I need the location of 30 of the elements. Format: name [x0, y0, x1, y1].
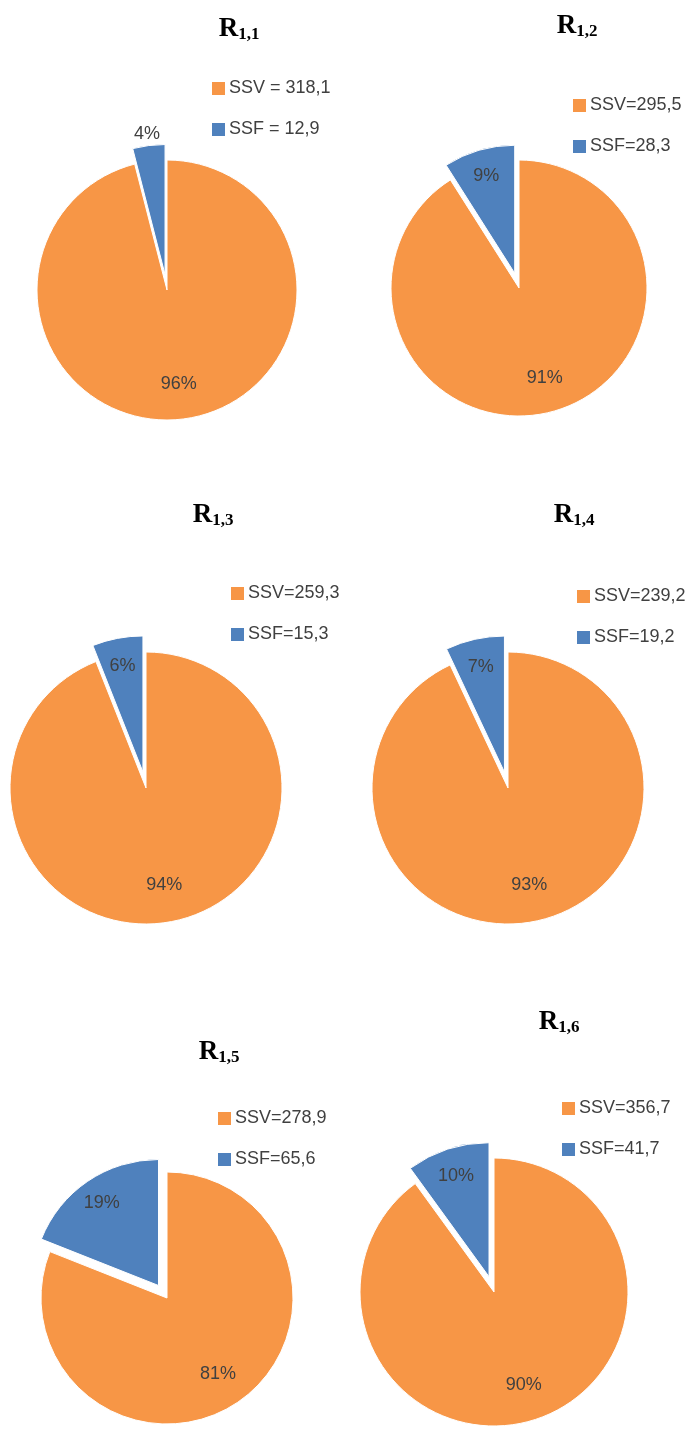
data-label: 91% — [526, 366, 563, 387]
legend-label: SSF=28,3 — [590, 135, 671, 155]
chart-title: R$_{1,1}$ — [217, 11, 261, 45]
chart-title: R$_{1,5}$ — [197, 1034, 241, 1068]
data-label: 81% — [199, 1363, 237, 1384]
data-label: 6% — [109, 655, 136, 676]
legend-label: SSF=19,2 — [594, 626, 675, 646]
chart-title: R$_{1,6}$ — [537, 1004, 581, 1038]
chart-title: R$_{1,3}$ — [191, 497, 235, 531]
chart-title: R$_{1,2}$ — [555, 8, 599, 42]
data-label: 4% — [134, 122, 161, 143]
legend-label: SSV=295,5 — [590, 94, 682, 114]
legend-label: SSV=259,3 — [248, 582, 340, 602]
legend-label: SSF=41,7 — [579, 1138, 660, 1158]
legend-label: SSV=239,2 — [594, 585, 686, 605]
data-label: 96% — [160, 372, 197, 393]
legend-label: SSV=278,9 — [235, 1107, 327, 1127]
data-label: 7% — [467, 655, 494, 676]
data-label: 9% — [473, 164, 500, 185]
legend-label: SSF=15,3 — [248, 623, 329, 643]
data-label: 94% — [146, 874, 183, 895]
legend-label: SSV=356,7 — [579, 1097, 671, 1117]
legend-label: SSV = 318,1 — [229, 77, 331, 97]
data-label: 19% — [83, 1192, 120, 1213]
data-label: 90% — [505, 1373, 542, 1394]
chart-title: R$_{1,4}$ — [552, 497, 596, 531]
data-label: 10% — [437, 1164, 474, 1185]
legend-label: SSF = 12,9 — [229, 118, 320, 138]
data-label: 93% — [511, 873, 548, 894]
legend-label: SSF=65,6 — [235, 1148, 316, 1168]
